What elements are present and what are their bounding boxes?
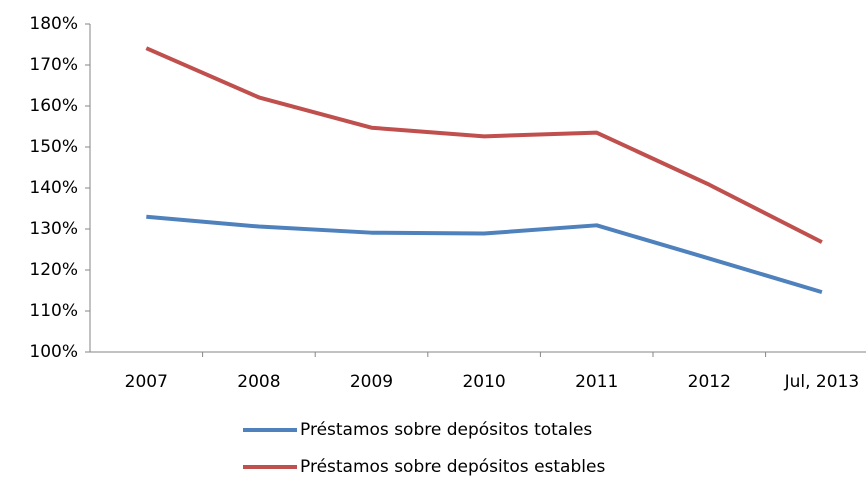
y-tick-label: 180%	[29, 14, 78, 34]
y-tick-label: 160%	[29, 96, 78, 116]
x-tick-label: 2008	[237, 372, 280, 392]
legend-label: Préstamos sobre depósitos totales	[300, 420, 592, 440]
x-tick-label: Jul, 2013	[784, 372, 860, 392]
x-tick-label: 2011	[575, 372, 618, 392]
series-line	[146, 214, 823, 295]
y-tick-label: 120%	[29, 260, 78, 280]
y-tick-label: 150%	[29, 137, 78, 157]
series-line	[145, 46, 823, 244]
y-tick-label: 130%	[29, 219, 78, 239]
legend-label: Préstamos sobre depósitos estables	[300, 457, 605, 477]
y-tick-label: 100%	[29, 342, 78, 362]
x-tick-label: 2009	[350, 372, 393, 392]
x-tick-label: 2010	[462, 372, 505, 392]
y-tick-label: 170%	[29, 55, 78, 75]
y-tick-label: 140%	[29, 178, 78, 198]
x-tick-label: 2012	[688, 372, 731, 392]
y-tick-label: 110%	[29, 301, 78, 321]
x-tick-label: 2007	[125, 372, 168, 392]
